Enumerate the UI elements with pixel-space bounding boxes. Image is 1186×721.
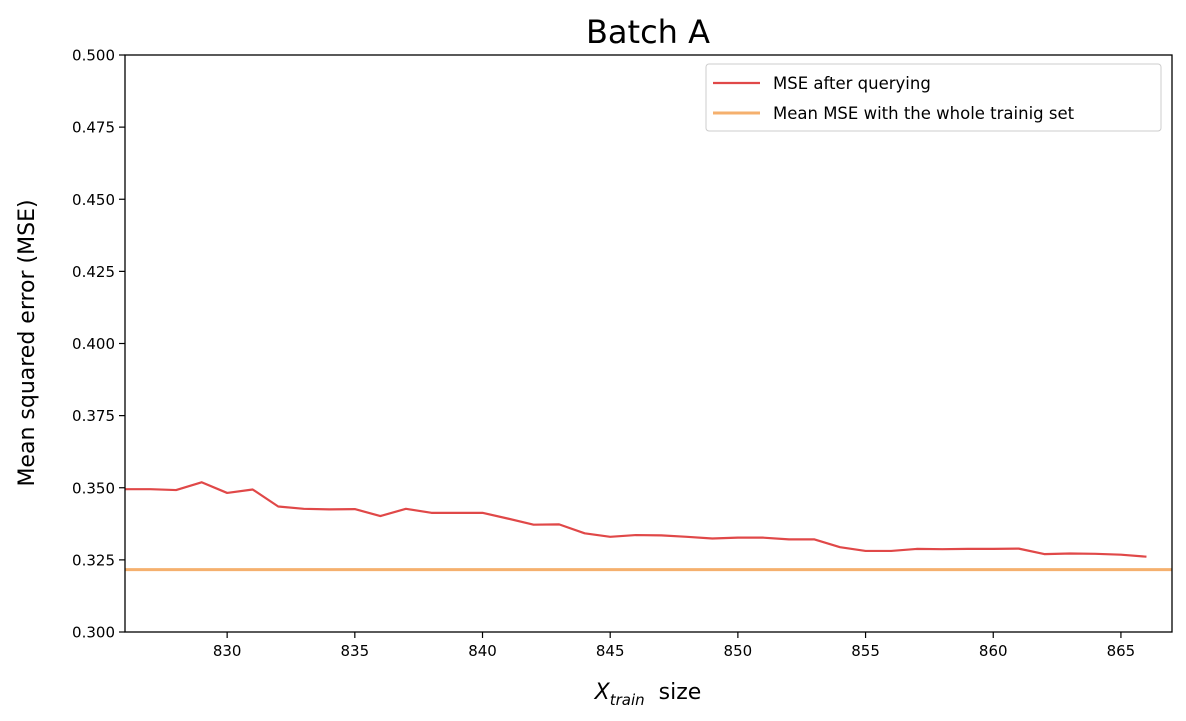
y-axis-label: Mean squared error (MSE) [15,199,40,486]
series-line-mse-after-querying [125,481,1147,558]
y-tick-label: 0.350 [72,479,115,497]
x-axis-label-suffix: size [659,680,702,705]
x-tick-label: 830 [213,642,242,660]
y-tick-label: 0.325 [72,551,115,569]
y-tick-label: 0.425 [72,263,115,281]
legend: MSE after querying Mean MSE with the who… [705,63,1162,132]
chart-title: Batch A [586,13,710,51]
y-axis-ticks: 0.300 0.325 0.350 0.375 0.400 0.425 0.450 0.475… [72,47,125,642]
legend-label-mse-after-querying: MSE after querying [773,74,931,93]
legend-box [705,63,1162,132]
axes-frame [124,54,1173,633]
y-tick-label: 0.375 [72,407,115,425]
y-tick-label: 0.450 [72,191,115,209]
y-tick-label: 0.300 [72,624,115,642]
legend-label-mean-mse: Mean MSE with the whole trainig set [773,104,1075,123]
x-axis-ticks: 830 835 840 845 850 855 860 865 [213,632,1135,660]
x-tick-label: 865 [1107,642,1136,660]
x-axis-label: Xtrain size [594,680,702,709]
x-tick-label: 850 [724,642,753,660]
y-tick-label: 0.400 [72,335,115,353]
x-tick-label: 845 [596,642,625,660]
y-tick-label: 0.500 [72,47,115,65]
x-tick-label: 855 [851,642,880,660]
x-axis-label-main: X [594,680,611,705]
y-tick-label: 0.475 [72,119,115,137]
x-tick-label: 840 [468,642,497,660]
x-tick-label: 835 [341,642,370,660]
x-axis-label-sub: train [610,691,645,709]
series-layer [124,481,1172,572]
x-tick-label: 860 [979,642,1008,660]
